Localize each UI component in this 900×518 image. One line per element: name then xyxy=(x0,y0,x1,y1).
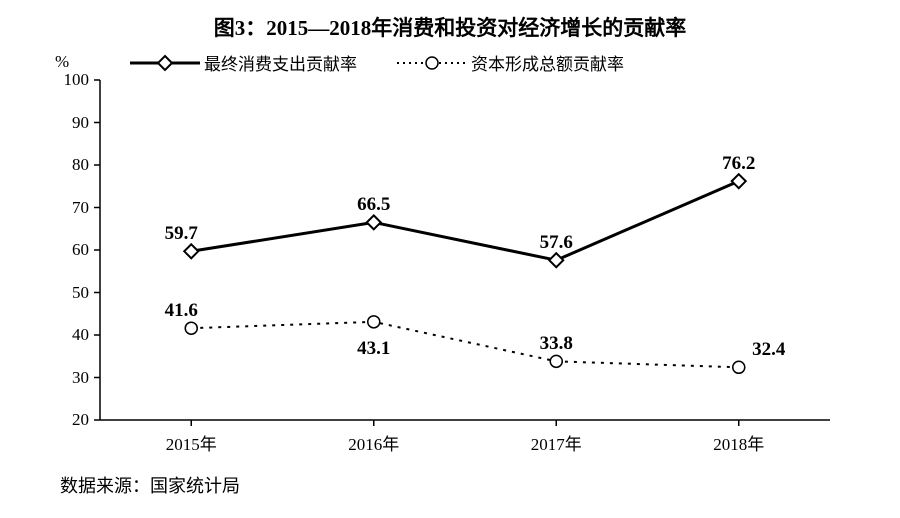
data-label: 33.8 xyxy=(540,333,573,355)
data-label: 57.6 xyxy=(540,232,573,254)
y-tick-label: 80 xyxy=(49,155,89,175)
data-label: 32.4 xyxy=(752,339,785,361)
data-label: 66.5 xyxy=(357,194,390,216)
chart-plot xyxy=(0,0,900,518)
x-tick-label: 2016年 xyxy=(348,430,399,455)
y-tick-label: 50 xyxy=(49,283,89,303)
y-tick-label: 100 xyxy=(49,70,89,90)
data-label: 43.1 xyxy=(357,338,390,360)
y-tick-label: 40 xyxy=(49,325,89,345)
data-source: 数据来源：国家统计局 xyxy=(60,472,240,498)
x-tick-label: 2015年 xyxy=(166,430,217,455)
y-tick-label: 70 xyxy=(49,198,89,218)
y-axis-unit: % xyxy=(55,52,69,72)
y-tick-label: 60 xyxy=(49,240,89,260)
x-tick-label: 2018年 xyxy=(713,430,764,455)
x-tick-label: 2017年 xyxy=(531,430,582,455)
data-label: 76.2 xyxy=(722,153,755,175)
data-label: 41.6 xyxy=(165,300,198,322)
data-label: 59.7 xyxy=(165,223,198,245)
y-tick-label: 20 xyxy=(49,410,89,430)
y-tick-label: 30 xyxy=(49,368,89,388)
y-tick-label: 90 xyxy=(49,113,89,133)
